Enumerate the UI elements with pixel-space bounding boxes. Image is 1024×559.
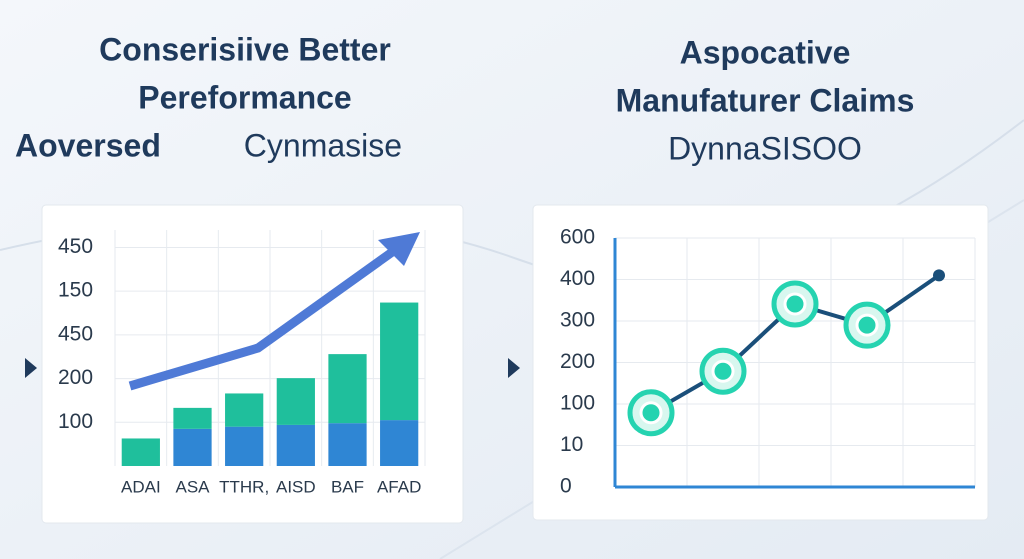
x-tick-label: ASA — [175, 477, 210, 496]
y-tick-label: 200 — [560, 350, 595, 373]
y-tick-label: 600 — [560, 226, 595, 249]
trend-arrowhead — [378, 232, 420, 266]
y-tick-label: 0 — [560, 475, 572, 498]
x-tick-label: TTHR, — [219, 477, 269, 496]
y-tick-label: 100 — [58, 410, 93, 433]
bar-segment — [121, 438, 160, 466]
y-tick-label: 100 — [560, 392, 595, 415]
bar-segment — [276, 378, 315, 425]
chart-title: Pereformance — [138, 79, 351, 115]
y-tick-label: 150 — [58, 279, 93, 302]
marker-core — [783, 292, 807, 316]
bar-segment — [328, 423, 367, 466]
chart-title: Aoversed — [15, 127, 161, 163]
point — [699, 347, 747, 395]
trend-arrow — [128, 246, 398, 391]
x-tick-label: AISD — [276, 477, 316, 496]
y-tick-label: 400 — [560, 267, 595, 290]
marker-core — [855, 313, 879, 337]
bar-segment — [173, 407, 212, 429]
play-icon — [25, 358, 37, 378]
marker-core — [711, 359, 735, 383]
chart-title: Conserisiive Better — [99, 31, 391, 67]
point — [627, 389, 675, 437]
point — [933, 269, 945, 282]
bar-segment — [173, 428, 212, 466]
chart-title: Manufaturer Claims — [616, 82, 915, 118]
point — [843, 301, 891, 349]
bar-segment — [380, 302, 419, 421]
marker-core — [639, 401, 663, 425]
y-tick-label: 10 — [560, 433, 583, 456]
x-tick-label: AFAD — [377, 477, 421, 496]
bar-segment — [276, 424, 315, 466]
y-tick-label: 200 — [58, 366, 93, 389]
bar-segment — [225, 426, 264, 466]
play-icon — [508, 358, 520, 378]
bar-segment — [328, 354, 367, 424]
bar-segment — [380, 420, 419, 466]
y-tick-label: 450 — [58, 235, 93, 258]
point — [771, 280, 819, 328]
bar-segment — [225, 393, 264, 427]
y-tick-label: 450 — [58, 322, 93, 345]
chart-title: Aspocative — [680, 34, 851, 70]
chart-subtitle: Cynmasise — [244, 127, 402, 163]
x-tick-label: ADAI — [121, 477, 161, 496]
chart-subtitle: DynnaSISOO — [668, 130, 862, 166]
x-tick-label: BAF — [331, 477, 364, 496]
y-tick-label: 300 — [560, 309, 595, 332]
